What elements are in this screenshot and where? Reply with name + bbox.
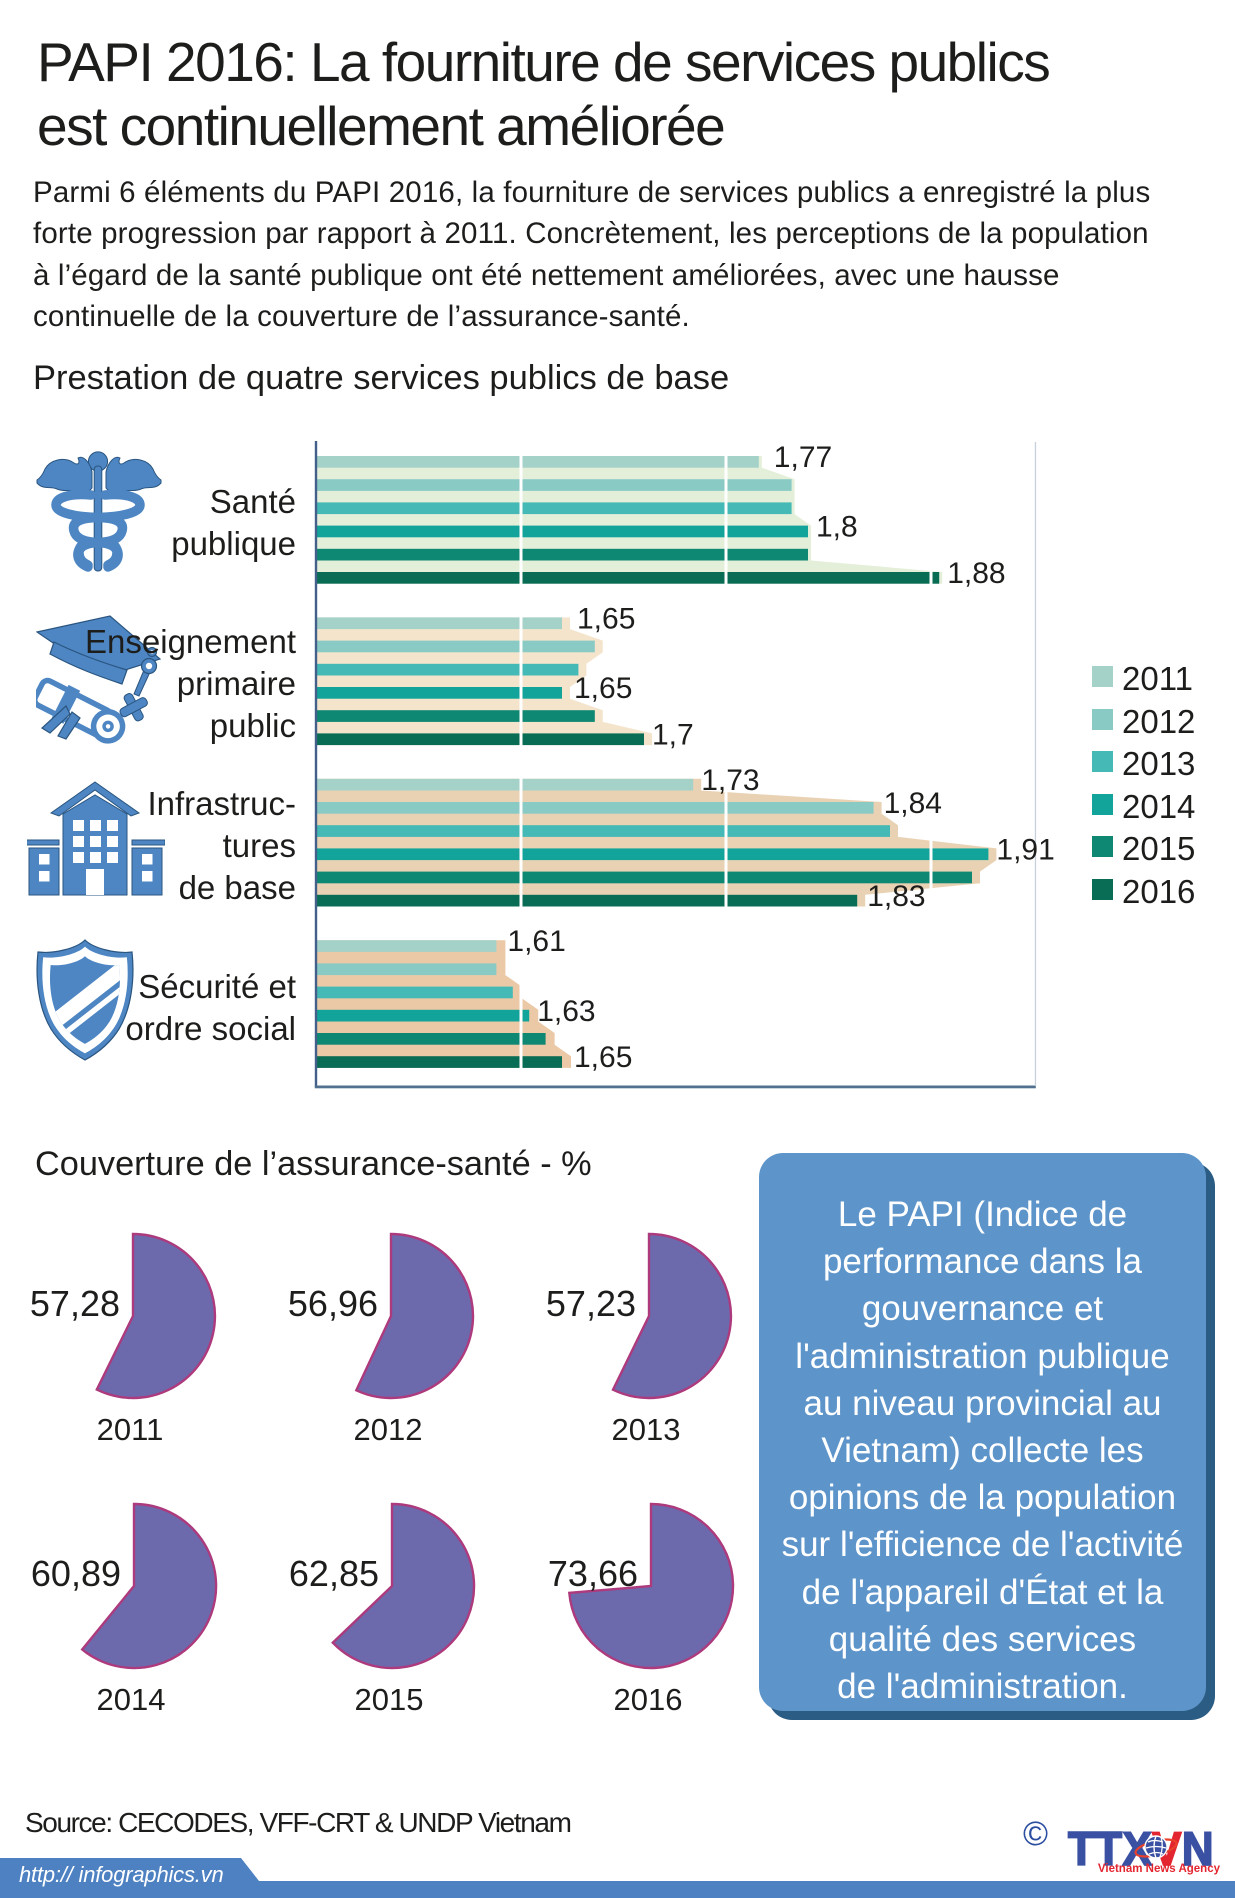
svg-text:1,61: 1,61	[507, 925, 565, 958]
svg-text:1,7: 1,7	[652, 718, 694, 751]
svg-text:57,23: 57,23	[546, 1283, 636, 1324]
svg-text:62,85: 62,85	[289, 1553, 379, 1594]
svg-text:1,77: 1,77	[774, 441, 832, 474]
svg-text:2016: 2016	[614, 1682, 683, 1717]
svg-text:2015: 2015	[355, 1682, 424, 1717]
svg-text:1,84: 1,84	[884, 787, 942, 820]
svg-text:1,65: 1,65	[577, 602, 635, 635]
svg-text:56,96: 56,96	[288, 1283, 378, 1324]
svg-text:2013: 2013	[612, 1412, 681, 1447]
svg-text:2011: 2011	[97, 1412, 164, 1447]
svg-text:2012: 2012	[354, 1412, 423, 1447]
svg-text:1,8: 1,8	[816, 511, 858, 544]
svg-text:1,73: 1,73	[701, 764, 759, 797]
svg-text:1,65: 1,65	[574, 672, 632, 705]
svg-text:1,65: 1,65	[574, 1041, 632, 1074]
svg-text:1,63: 1,63	[537, 995, 595, 1028]
svg-text:57,28: 57,28	[30, 1283, 120, 1324]
svg-text:60,89: 60,89	[31, 1553, 121, 1594]
svg-text:73,66: 73,66	[548, 1553, 638, 1594]
svg-text:1,83: 1,83	[867, 880, 925, 913]
svg-text:1,91: 1,91	[996, 833, 1054, 866]
svg-text:2014: 2014	[97, 1682, 166, 1717]
svg-text:1,88: 1,88	[947, 557, 1005, 590]
